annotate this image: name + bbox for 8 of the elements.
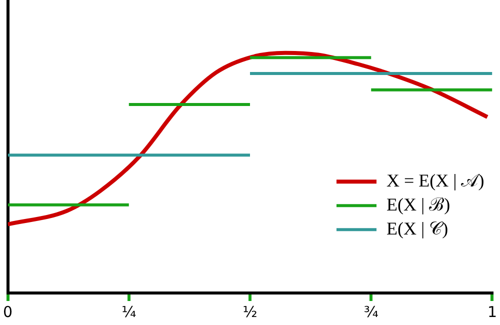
x-tick-label: ¾ <box>364 302 379 321</box>
legend-label: X = E(X | 𝒜) <box>386 170 484 190</box>
legend-label: E(X | ℬ) <box>386 194 450 214</box>
x-tick-label: 1 <box>487 302 497 321</box>
legend-label: E(X | 𝒞) <box>386 218 448 238</box>
x-tick-label: ¼ <box>122 302 137 321</box>
x-tick-label: 0 <box>3 302 13 321</box>
x-tick-label: ½ <box>242 302 258 321</box>
